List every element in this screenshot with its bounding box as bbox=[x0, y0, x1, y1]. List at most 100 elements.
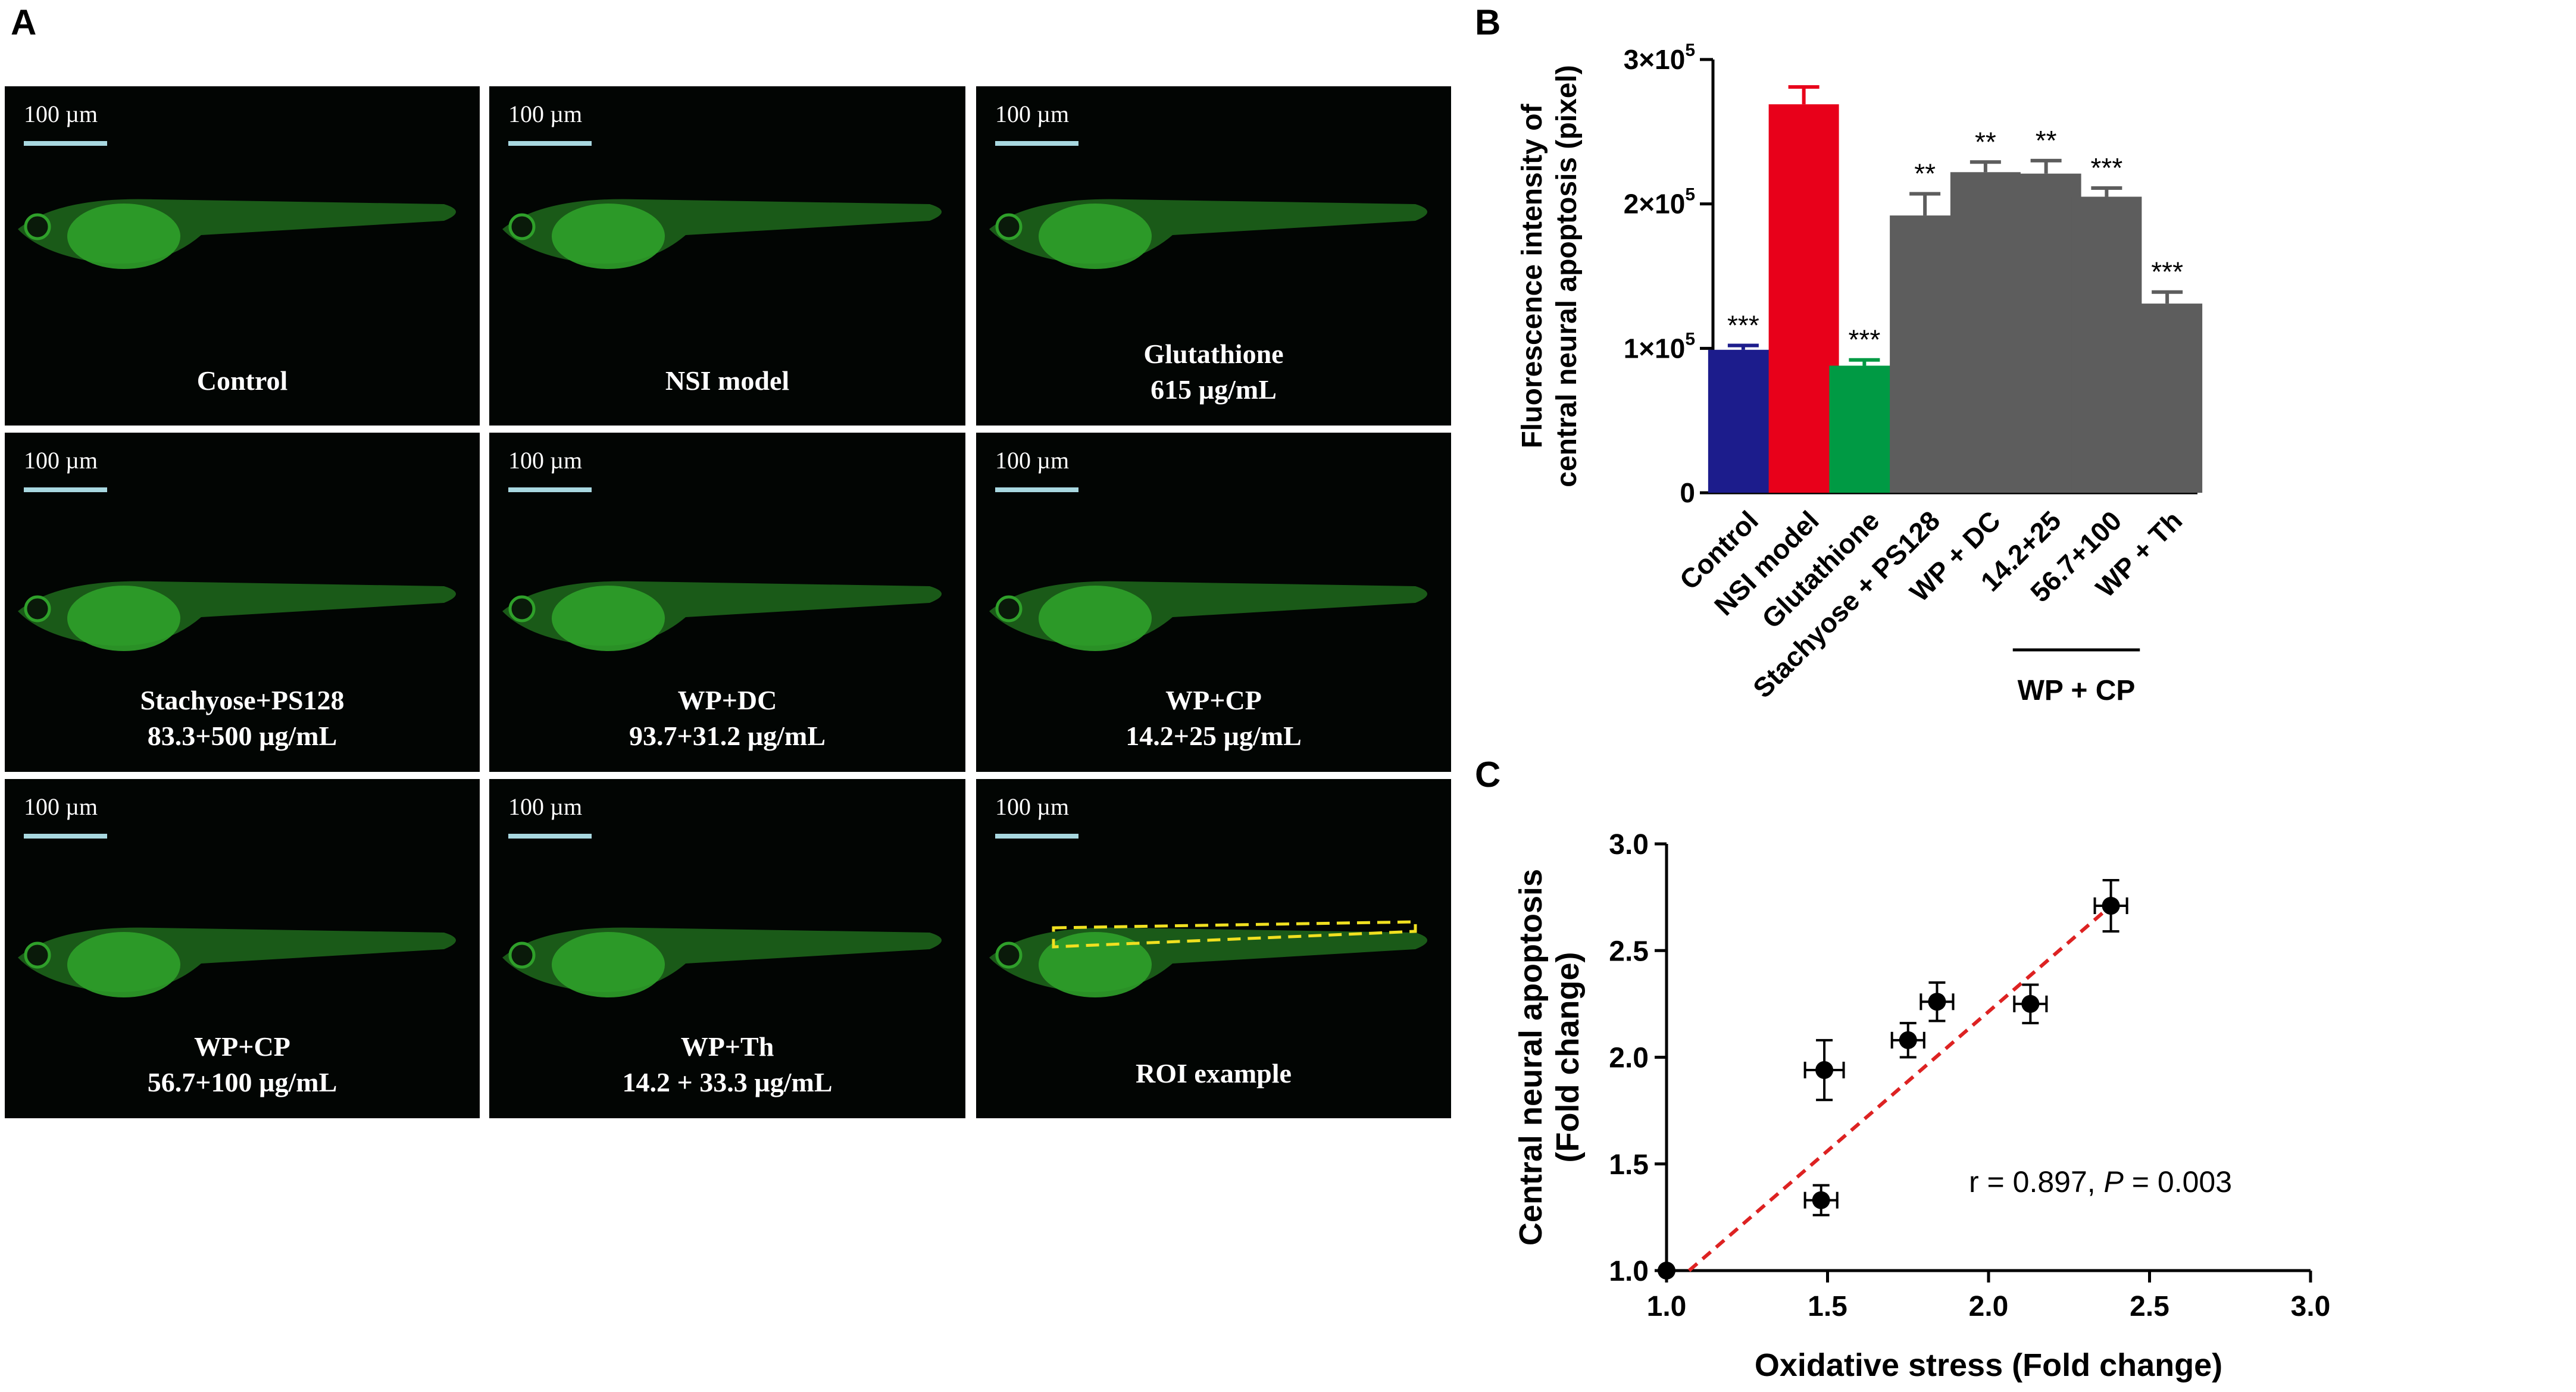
micrograph-label: WP+Th bbox=[681, 1031, 774, 1062]
significance-label: *** bbox=[2091, 152, 2123, 183]
y-axis-label: (Fold change) bbox=[1550, 952, 1586, 1163]
scale-bar bbox=[24, 487, 107, 492]
zebrafish-larva bbox=[18, 581, 456, 651]
bar bbox=[2011, 173, 2081, 493]
fish-eye bbox=[508, 941, 536, 969]
scale-bar-label: 100 µm bbox=[24, 447, 98, 474]
y-tick-label: 3.0 bbox=[1609, 829, 1649, 861]
zebrafish-larva bbox=[502, 581, 942, 651]
x-tick-label: 2.0 bbox=[1969, 1291, 2009, 1322]
micrograph-tile: 100 µm WP+DC 93.7+31.2 µg/mL bbox=[489, 433, 965, 772]
y-tick-label: 2×105 bbox=[1624, 185, 1695, 220]
scale-bar-label: 100 µm bbox=[508, 793, 582, 820]
fish-eye bbox=[24, 941, 51, 969]
bar bbox=[1768, 104, 1839, 493]
roi-outline bbox=[1052, 920, 1417, 949]
zebrafish-larva bbox=[18, 927, 456, 997]
fish-yolk bbox=[1039, 204, 1152, 269]
micrograph-label: 83.3+500 µg/mL bbox=[148, 721, 337, 751]
micrograph-label: Stachyose+PS128 bbox=[140, 685, 344, 715]
y-tick-label: 2.5 bbox=[1609, 936, 1649, 967]
fish-eye bbox=[24, 595, 51, 623]
scale-bar-label: 100 µm bbox=[995, 793, 1069, 820]
scale-bar-label: 100 µm bbox=[24, 793, 98, 820]
significance-label: ** bbox=[1914, 158, 1936, 189]
zebrafish-larva bbox=[989, 199, 1427, 269]
scale-bar bbox=[24, 834, 107, 839]
fish-yolk bbox=[552, 932, 665, 997]
y-axis-label: central neural apoptosis (pixel) bbox=[1551, 65, 1583, 487]
zebrafish-larva bbox=[989, 581, 1427, 651]
scale-bar bbox=[508, 141, 592, 146]
x-tick-label: 2.5 bbox=[2130, 1291, 2169, 1322]
scale-bar-label: 100 µm bbox=[508, 101, 582, 127]
scale-bar bbox=[995, 834, 1078, 839]
fish-eye bbox=[508, 595, 536, 623]
zebrafish-larva bbox=[502, 927, 942, 997]
scatter-point bbox=[1928, 993, 1946, 1011]
scale-bar-label: 100 µm bbox=[995, 447, 1069, 474]
significance-label: ** bbox=[2036, 125, 2057, 156]
scale-bar-label: 100 µm bbox=[24, 101, 98, 127]
bar bbox=[2132, 304, 2203, 493]
micrograph-tile: 100 µm NSI model bbox=[489, 86, 965, 426]
bar bbox=[1829, 365, 1900, 493]
scale-bar-label: 100 µm bbox=[995, 101, 1069, 127]
significance-label: ** bbox=[1975, 126, 1996, 157]
scatter-point bbox=[2021, 994, 2040, 1013]
y-tick-label: 3×105 bbox=[1624, 40, 1695, 75]
scatter-point bbox=[1899, 1031, 1917, 1049]
significance-label: *** bbox=[1849, 324, 1881, 355]
fish-eye bbox=[24, 213, 51, 240]
scatter-point bbox=[1815, 1061, 1834, 1080]
micrograph-label: NSI model bbox=[665, 365, 789, 396]
group-label: WP + CP bbox=[2018, 675, 2136, 706]
micrograph-tile: 100 µm ROI example bbox=[976, 779, 1451, 1118]
bar bbox=[1708, 349, 1778, 493]
micrograph-label: 14.2 + 33.3 µg/mL bbox=[623, 1067, 833, 1097]
micrograph-label: Control bbox=[197, 365, 288, 396]
fish-eye bbox=[508, 213, 536, 240]
y-axis-label: Fluorescence intensity of bbox=[1517, 104, 1548, 449]
panel-c-scatter-chart: 1.0 1.5 2.0 2.5 3.0 1.0 1.5 2.0 2.5 3.0 Oxidative … bbox=[1513, 829, 2330, 1383]
significance-label: *** bbox=[1727, 309, 1759, 340]
micrograph-label: WP+DC bbox=[678, 685, 777, 715]
fish-eye bbox=[995, 595, 1023, 623]
panel-b-bar-chart: 0 1×105 2×105 3×105 Fluorescence intensity o… bbox=[1517, 40, 2203, 706]
x-axis-label: Oxidative stress (Fold change) bbox=[1755, 1347, 2222, 1383]
bar bbox=[1950, 172, 2021, 493]
x-tick-label: 1.0 bbox=[1647, 1291, 1687, 1322]
panel-a-micrographs: 100 µm Control 100 µm NSI model 100 µm Glutat… bbox=[5, 86, 1451, 1118]
fish-yolk bbox=[1039, 586, 1152, 651]
micrograph-label: Glutathione bbox=[1143, 339, 1283, 369]
micrograph-label: 93.7+31.2 µg/mL bbox=[629, 721, 826, 751]
zebrafish-larva bbox=[502, 199, 942, 269]
bar bbox=[1890, 215, 1961, 493]
y-axis-label: Central neural apoptosis bbox=[1513, 869, 1549, 1246]
x-tick-label: 3.0 bbox=[2291, 1291, 2331, 1322]
scale-bar bbox=[24, 141, 107, 146]
scale-bar bbox=[508, 834, 592, 839]
fish-yolk bbox=[552, 586, 665, 651]
fish-eye bbox=[995, 213, 1023, 240]
y-tick-label: 1×105 bbox=[1624, 329, 1695, 364]
scatter-point bbox=[2102, 896, 2120, 915]
micrograph-label: ROI example bbox=[1136, 1058, 1292, 1088]
micrograph-tile: 100 µm WP+Th 14.2 + 33.3 µg/mL bbox=[489, 779, 965, 1118]
scale-bar bbox=[995, 141, 1078, 146]
fish-yolk bbox=[1039, 932, 1152, 997]
panel-label-c: C bbox=[1475, 755, 1500, 794]
scale-bar bbox=[995, 487, 1078, 492]
zebrafish-larva bbox=[18, 199, 456, 269]
y-tick-label: 1.5 bbox=[1609, 1149, 1649, 1181]
micrograph-tile: 100 µm WP+CP 56.7+100 µg/mL bbox=[5, 779, 480, 1118]
y-tick-label: 1.0 bbox=[1609, 1256, 1649, 1287]
micrograph-tile: 100 µm Stachyose+PS128 83.3+500 µg/mL bbox=[5, 433, 480, 772]
fish-yolk bbox=[67, 586, 180, 651]
scale-bar bbox=[508, 487, 592, 492]
fish-yolk bbox=[67, 204, 180, 269]
micrograph-label: WP+CP bbox=[1165, 685, 1262, 715]
panel-label-a: A bbox=[11, 2, 36, 42]
regression-line bbox=[1687, 904, 2112, 1272]
